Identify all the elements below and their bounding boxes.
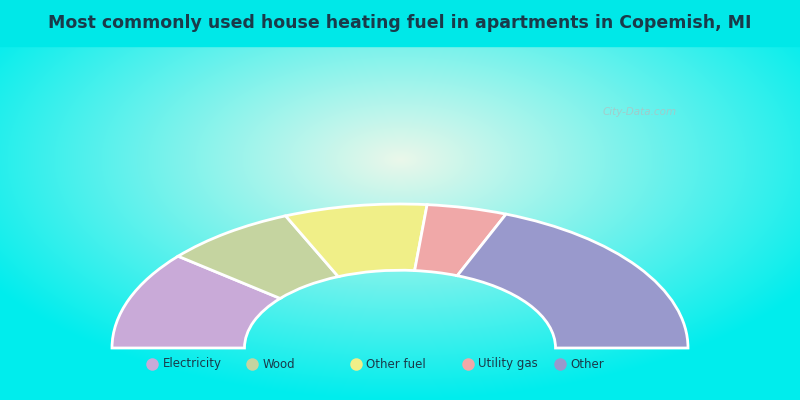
Wedge shape (286, 204, 427, 277)
Text: Other fuel: Other fuel (366, 358, 426, 370)
Wedge shape (458, 214, 688, 348)
Bar (0, 0, 800, 46)
Text: Utility gas: Utility gas (478, 358, 538, 370)
Text: Other: Other (570, 358, 604, 370)
Text: Wood: Wood (262, 358, 295, 370)
Wedge shape (414, 205, 506, 276)
Text: City-Data.com: City-Data.com (603, 107, 677, 117)
Wedge shape (112, 256, 280, 348)
Wedge shape (178, 216, 338, 298)
Text: Electricity: Electricity (162, 358, 222, 370)
Text: Most commonly used house heating fuel in apartments in Copemish, MI: Most commonly used house heating fuel in… (48, 14, 752, 32)
